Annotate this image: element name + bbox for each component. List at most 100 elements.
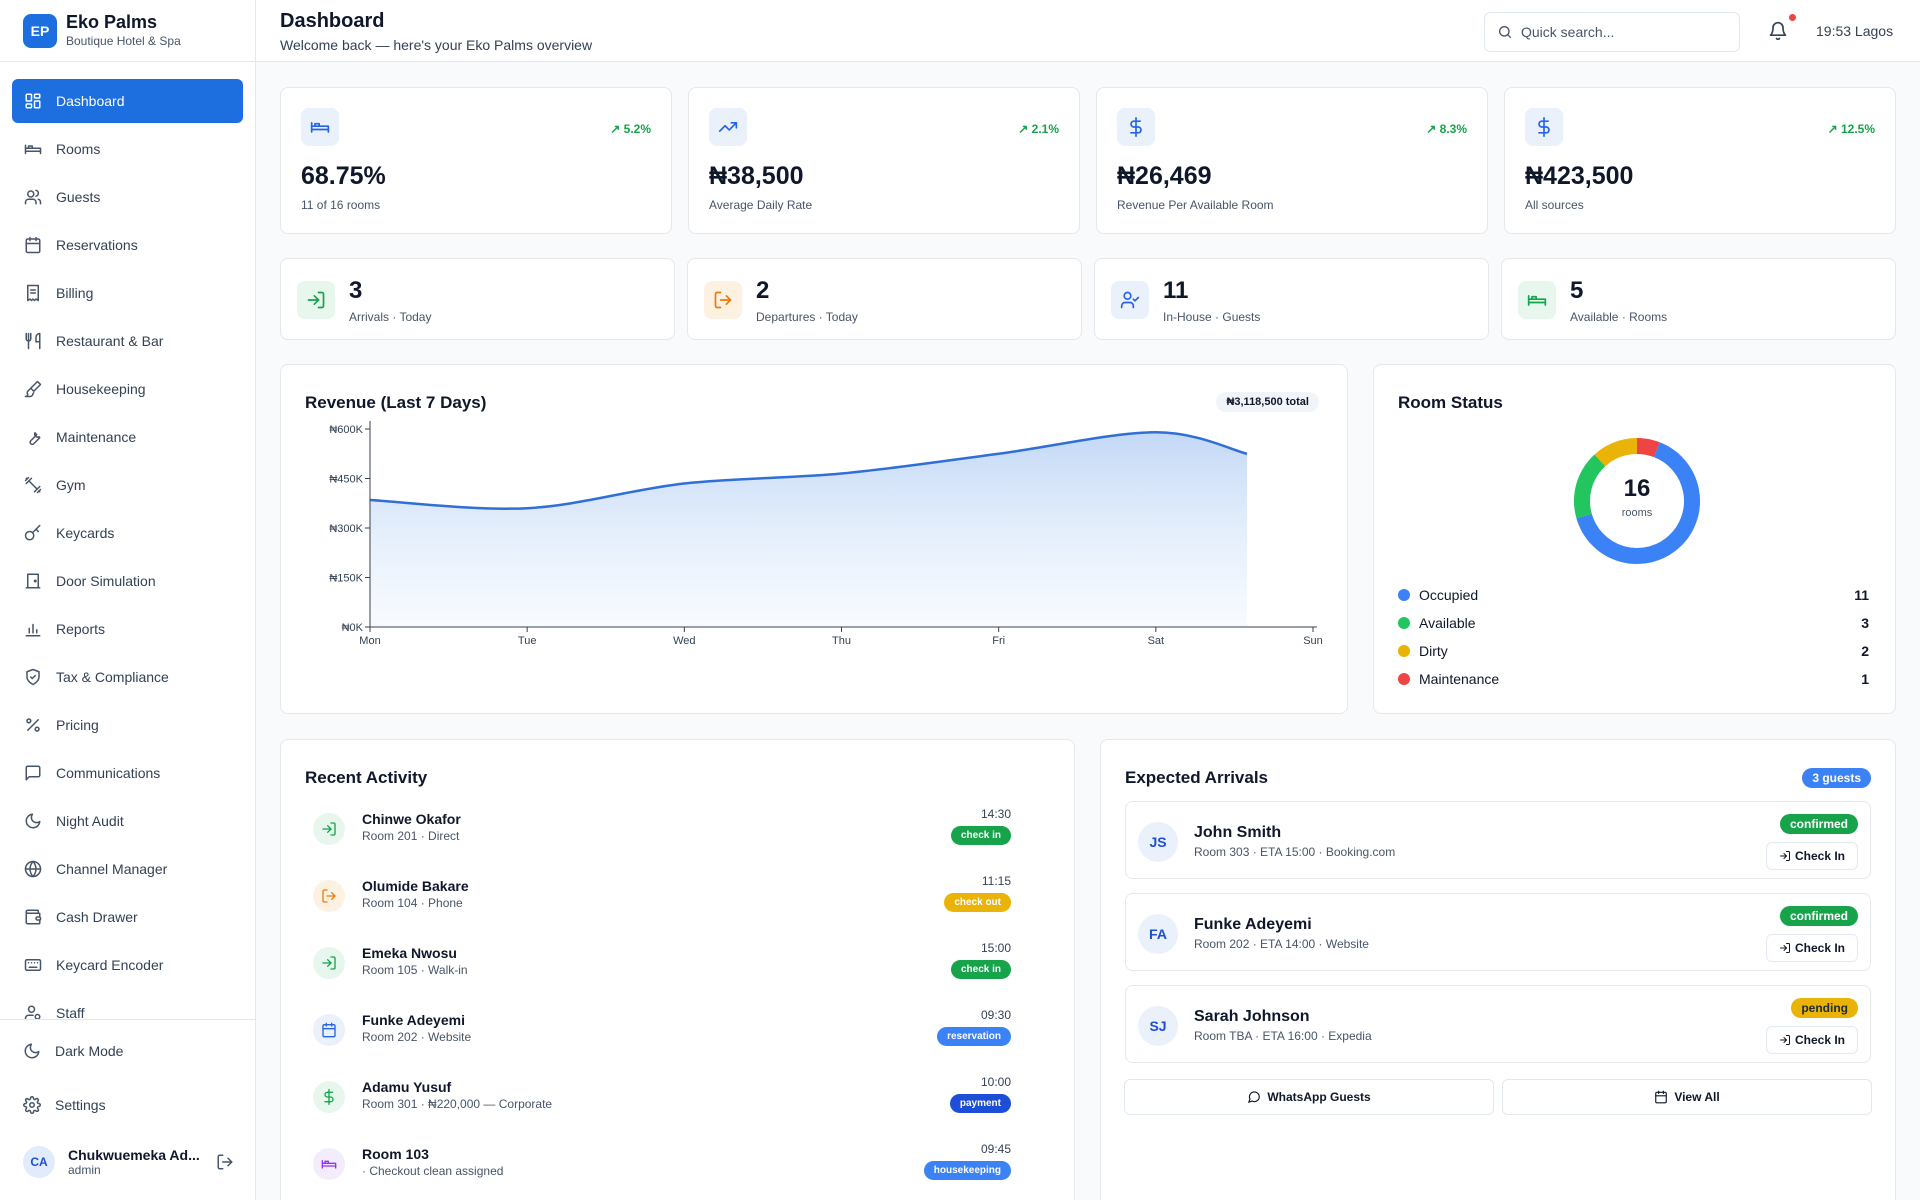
activity-detail: Room 202 · Website bbox=[362, 1030, 472, 1044]
sidebar-item-tax-compliance[interactable]: Tax & Compliance bbox=[12, 655, 243, 699]
dashboard-icon bbox=[25, 93, 41, 109]
search-input[interactable] bbox=[1521, 24, 1721, 40]
guest-details: Room 303 · ETA 15:00 · Booking.com bbox=[1194, 845, 1396, 859]
whatsapp-guests-button[interactable]: WhatsApp Guests bbox=[1124, 1079, 1494, 1115]
dollar-icon bbox=[1538, 117, 1550, 137]
legend-label: Maintenance bbox=[1419, 671, 1500, 687]
sidebar-item-label: Dashboard bbox=[56, 93, 125, 109]
activity-item[interactable]: Olumide Bakare Room 104 · Phone 11:15 check… bbox=[305, 872, 1043, 926]
activity-item[interactable]: Chinwe Okafor Room 201 · Direct 14:30 check… bbox=[305, 805, 1043, 859]
sidebar-item-label: Communications bbox=[56, 765, 161, 781]
activity-item[interactable]: Room 103 · Checkout clean assigned 09:45 ho… bbox=[305, 1140, 1043, 1194]
legend-count: 1 bbox=[1861, 671, 1869, 687]
check-in-button[interactable]: Check In bbox=[1765, 842, 1858, 870]
percent-icon bbox=[26, 718, 40, 732]
avatar: JS bbox=[1138, 822, 1178, 862]
activity-time: 09:30 bbox=[980, 1008, 1011, 1022]
kpi-label: Average Daily Rate bbox=[709, 198, 813, 212]
sidebar-item-billing[interactable]: Billing bbox=[12, 271, 243, 315]
sidebar-item-housekeeping[interactable]: Housekeeping bbox=[12, 367, 243, 411]
sidebar-item-reports[interactable]: Reports bbox=[12, 607, 243, 651]
logout-icon[interactable] bbox=[216, 1153, 234, 1171]
user-profile[interactable]: CA Chukwuemeka Ad... admin bbox=[0, 1141, 256, 1183]
search-box[interactable] bbox=[1484, 12, 1740, 52]
activity-item[interactable]: Funke Adeyemi Room 202 · Website 09:30 rese… bbox=[305, 1006, 1043, 1060]
check-in-label: Check In bbox=[1794, 1033, 1845, 1047]
kpi-icon-wrap bbox=[301, 108, 339, 146]
bell-icon[interactable] bbox=[1768, 21, 1788, 41]
check-in-button[interactable]: Check In bbox=[1765, 1026, 1858, 1054]
kpi-card: ↗ 12.5% ₦423,500 All sources bbox=[1504, 87, 1896, 234]
legend-count: 3 bbox=[1861, 615, 1869, 631]
moon-icon bbox=[25, 813, 41, 829]
kpi-label: Revenue Per Available Room bbox=[1117, 198, 1274, 212]
bed-icon bbox=[310, 122, 330, 133]
activity-item[interactable]: Emeka Nwosu Room 105 · Walk-in 15:00 check … bbox=[305, 939, 1043, 993]
stat-label: Available · Rooms bbox=[1570, 310, 1668, 324]
sidebar-item-label: Tax & Compliance bbox=[56, 669, 169, 685]
sidebar-item-maintenance[interactable]: Maintenance bbox=[12, 415, 243, 459]
calendar-icon bbox=[25, 236, 41, 254]
sidebar-item-keycard-encoder[interactable]: Keycard Encoder bbox=[12, 943, 243, 987]
revenue-line bbox=[369, 431, 1248, 510]
donut-slice-occupied bbox=[1576, 442, 1700, 564]
activity-detail: Room 301 · ₦220,000 — Corporate bbox=[362, 1097, 553, 1111]
donut-total: 16 bbox=[1623, 475, 1651, 502]
x-tick-label: Thu bbox=[832, 635, 851, 647]
receipt-icon bbox=[27, 284, 39, 302]
activity-icon-wrap bbox=[313, 947, 345, 979]
log-in-icon bbox=[1779, 1035, 1790, 1045]
sidebar-item-label: Channel Manager bbox=[56, 861, 168, 877]
legend-label: Dirty bbox=[1419, 643, 1448, 659]
dark-mode-toggle[interactable]: Dark Mode bbox=[0, 1025, 256, 1077]
sidebar-item-label: Billing bbox=[56, 285, 94, 301]
settings-link[interactable]: Settings bbox=[0, 1079, 256, 1131]
recent-activity-card: Recent Activity Chinwe Okafor Room 201 · … bbox=[280, 739, 1075, 1200]
sidebar-item-guests[interactable]: Guests bbox=[12, 175, 243, 219]
activity-badge: check in bbox=[950, 960, 1011, 979]
kpi-value: ₦423,500 bbox=[1525, 162, 1634, 190]
stat-icon-wrap bbox=[297, 281, 335, 319]
guest-details: Room TBA · ETA 16:00 · Expedia bbox=[1194, 1029, 1372, 1043]
avatar: CA bbox=[23, 1146, 55, 1178]
sidebar-item-staff[interactable]: Staff bbox=[12, 991, 243, 1019]
sidebar-item-cash-drawer[interactable]: Cash Drawer bbox=[12, 895, 243, 939]
view-all-button[interactable]: View All bbox=[1502, 1079, 1872, 1115]
legend-count: 2 bbox=[1861, 643, 1869, 659]
legend-dot bbox=[1398, 645, 1410, 657]
sidebar-item-keycards[interactable]: Keycards bbox=[12, 511, 243, 555]
sidebar-item-rooms[interactable]: Rooms bbox=[12, 127, 243, 171]
activity-badge: check out bbox=[944, 893, 1011, 912]
whatsapp-guests-label: WhatsApp Guests bbox=[1267, 1090, 1371, 1104]
sidebar-item-night-audit[interactable]: Night Audit bbox=[12, 799, 243, 843]
activity-badge: check in bbox=[950, 826, 1011, 845]
sidebar-item-communications[interactable]: Communications bbox=[12, 751, 243, 795]
calendar-icon bbox=[1655, 1090, 1668, 1104]
sidebar-item-dashboard[interactable]: Dashboard bbox=[12, 79, 243, 123]
room-status-title: Room Status bbox=[1398, 393, 1503, 412]
wrench-icon bbox=[29, 431, 41, 446]
sidebar-item-door-simulation[interactable]: Door Simulation bbox=[12, 559, 243, 603]
guest-name: Funke Adeyemi bbox=[1194, 916, 1312, 933]
sidebar-item-label: Cash Drawer bbox=[56, 909, 138, 925]
user-role: admin bbox=[68, 1163, 101, 1177]
sidebar-item-restaurant-bar[interactable]: Restaurant & Bar bbox=[12, 319, 243, 363]
activity-detail: Room 201 · Direct bbox=[362, 829, 460, 843]
trending-up-icon bbox=[718, 122, 738, 132]
activity-name: Room 103 bbox=[362, 1146, 429, 1162]
sidebar-item-gym[interactable]: Gym bbox=[12, 463, 243, 507]
recent-activity-title: Recent Activity bbox=[305, 768, 428, 787]
activity-name: Emeka Nwosu bbox=[362, 945, 457, 961]
avatar: SJ bbox=[1138, 1006, 1178, 1046]
check-in-button[interactable]: Check In bbox=[1765, 934, 1858, 962]
stat-card: 5 Available · Rooms bbox=[1501, 258, 1896, 340]
sidebar-item-label: Restaurant & Bar bbox=[56, 333, 164, 349]
kpi-trend: ↗ 5.2% bbox=[610, 122, 651, 136]
kpi-trend: ↗ 12.5% bbox=[1827, 122, 1875, 136]
activity-item[interactable]: Adamu Yusuf Room 301 · ₦220,000 — Corpora… bbox=[305, 1073, 1043, 1127]
sidebar-item-reservations[interactable]: Reservations bbox=[12, 223, 243, 267]
sidebar-item-pricing[interactable]: Pricing bbox=[12, 703, 243, 747]
sidebar-item-channel-manager[interactable]: Channel Manager bbox=[12, 847, 243, 891]
x-tick-label: Sat bbox=[1148, 635, 1165, 647]
y-tick-label: ₦150K bbox=[329, 573, 363, 585]
